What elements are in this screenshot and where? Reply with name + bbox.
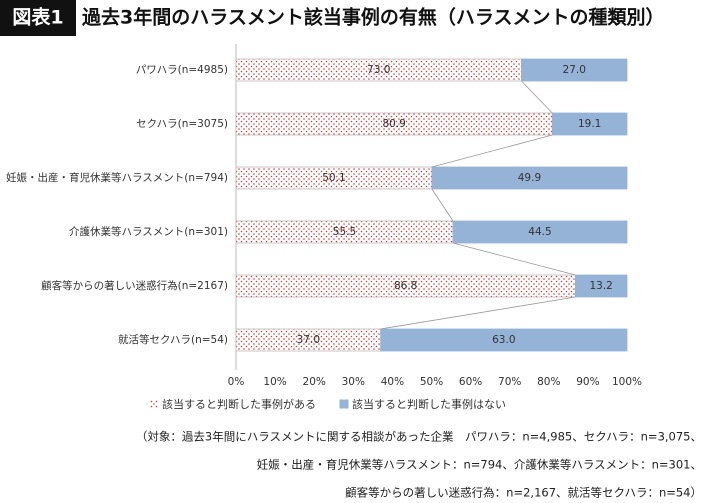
x-tick-label: 0% bbox=[228, 376, 245, 388]
legend-marker bbox=[339, 399, 349, 409]
bar bbox=[551, 112, 628, 136]
chart-title: 過去3年間のハラスメント該当事例の有無（ハラスメントの種類別） bbox=[82, 6, 664, 29]
figure-label: 図表1 bbox=[12, 6, 63, 29]
connector bbox=[452, 242, 576, 276]
value-label: 44.5 bbox=[528, 226, 551, 238]
connector bbox=[380, 296, 576, 330]
category-label: 介護休業等ハラスメント(n=301) bbox=[69, 225, 228, 238]
value-label: 86.8 bbox=[394, 280, 417, 292]
value-label: 73.0 bbox=[367, 64, 390, 76]
x-tick-label: 10% bbox=[263, 376, 286, 388]
value-label: 19.1 bbox=[578, 118, 601, 130]
x-tick-label: 90% bbox=[576, 376, 599, 388]
x-tick-label: 70% bbox=[498, 376, 521, 388]
legend-label: 該当すると判断した事例はない bbox=[352, 397, 506, 411]
footnote: 顧客等からの著しい迷惑行為：n=2,167、就活等セクハラ：n=54） bbox=[345, 486, 702, 500]
footnote: （対象：過去3年間にハラスメントに関する相談があった企業 パワハラ：n=4,98… bbox=[136, 430, 702, 444]
x-tick-label: 60% bbox=[459, 376, 482, 388]
x-tick-label: 20% bbox=[303, 376, 326, 388]
value-label: 80.9 bbox=[382, 118, 405, 130]
connector bbox=[521, 80, 553, 114]
value-label: 37.0 bbox=[297, 334, 320, 346]
badge bbox=[0, 0, 76, 36]
bar bbox=[431, 166, 628, 190]
category-label: 就活等セクハラ(n=54) bbox=[118, 333, 228, 346]
value-label: 49.9 bbox=[518, 172, 541, 184]
value-label: 13.2 bbox=[589, 280, 612, 292]
legend-marker bbox=[150, 400, 158, 408]
value-label: 50.1 bbox=[322, 172, 345, 184]
category-label: 妊娠・出産・育児休業等ハラスメント(n=794) bbox=[6, 171, 228, 184]
x-tick-label: 30% bbox=[342, 376, 365, 388]
x-tick-label: 40% bbox=[381, 376, 404, 388]
footnote: 妊娠・出産・育児休業等ハラスメント：n=794、介護休業等ハラスメント：n=30… bbox=[257, 458, 702, 472]
bar bbox=[521, 58, 628, 82]
connector bbox=[431, 134, 553, 168]
bar bbox=[574, 274, 628, 298]
category-label: 顧客等からの著しい迷惑行為(n=2167) bbox=[41, 279, 228, 292]
bar bbox=[380, 328, 628, 352]
connector bbox=[431, 188, 454, 222]
category-label: セクハラ(n=3075) bbox=[136, 118, 228, 130]
x-tick-label: 50% bbox=[420, 376, 443, 388]
value-label: 63.0 bbox=[492, 334, 515, 346]
value-label: 55.5 bbox=[333, 226, 356, 238]
category-label: パワハラ(n=4985) bbox=[136, 64, 228, 76]
x-tick-label: 80% bbox=[537, 376, 560, 388]
bar bbox=[452, 220, 628, 244]
legend-label: 該当すると判断した事例がある bbox=[162, 397, 316, 411]
value-label: 27.0 bbox=[563, 64, 586, 76]
x-tick-label: 100% bbox=[612, 376, 642, 388]
